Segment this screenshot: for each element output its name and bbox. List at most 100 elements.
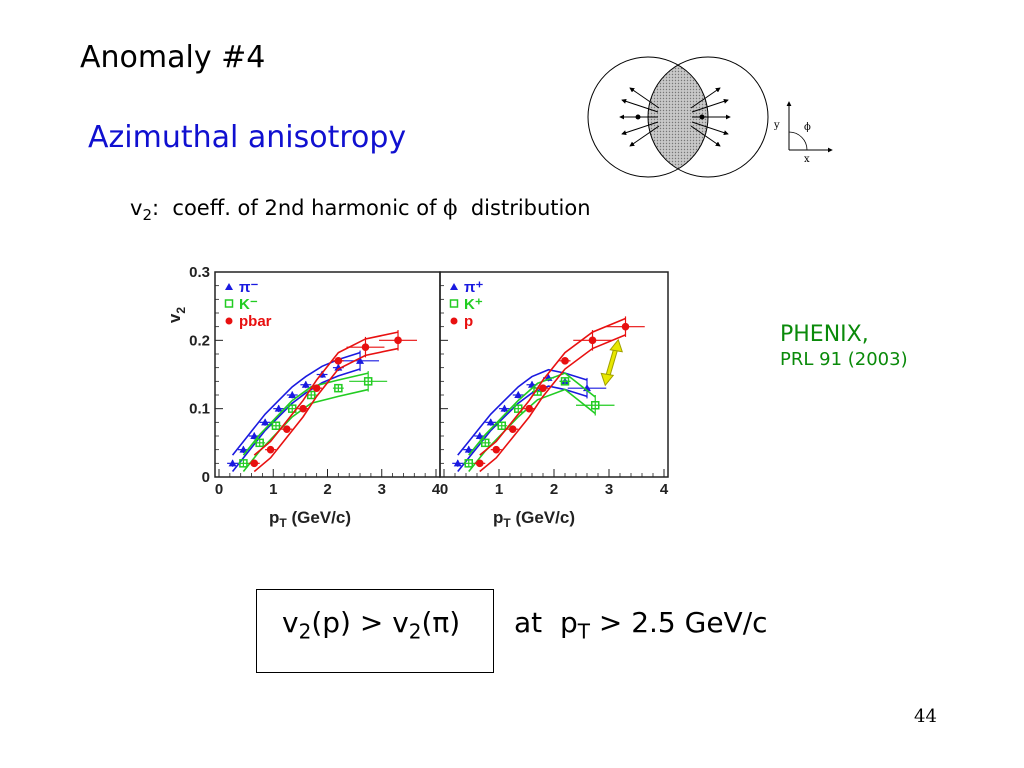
result-mid: (p) > v [311, 606, 409, 639]
x-tick-label: 0 [215, 481, 223, 498]
series-band-line [479, 317, 626, 456]
data-point [301, 380, 310, 388]
panel-left: 0 1 2 3 4 0 0.1 0.2 0.3 π⁻K⁻pbar [189, 264, 441, 498]
axis-y-label: y [773, 120, 780, 131]
series-band-line [457, 385, 588, 473]
legend-label: π⁻ [239, 279, 258, 296]
data-point [312, 384, 321, 392]
series-right-1 [463, 372, 615, 473]
data-point [228, 459, 237, 467]
data-point [255, 438, 264, 448]
data-point [250, 432, 259, 439]
panel-right: 0 1 2 3 4 π⁺K⁺p [439, 271, 669, 498]
data-point [481, 438, 490, 448]
legend-marker [450, 283, 458, 290]
legend-marker [449, 299, 459, 308]
difference-arrow [600, 338, 623, 387]
data-point [453, 459, 462, 467]
arrow-head-top [609, 338, 623, 353]
y-tick-label: 0.3 [189, 264, 210, 281]
data-point [361, 343, 370, 351]
x-tick-label: 3 [605, 481, 613, 498]
series-right-0 [452, 368, 607, 473]
y-tick-label: 0.2 [189, 332, 210, 349]
result-end: (π) [421, 606, 461, 639]
v2-def-rest: : coeff. of 2nd harmonic of [151, 196, 444, 220]
emission-arrows [619, 87, 731, 147]
data-point [299, 404, 307, 413]
legend-marker [224, 299, 234, 308]
x-tick-label: 1 [495, 481, 503, 498]
axis-x-label: x [804, 154, 810, 165]
data-point [492, 445, 501, 454]
x-tick-label: 2 [323, 481, 331, 498]
condition-post: > 2.5 GeV/c [589, 606, 768, 639]
data-point [394, 336, 402, 345]
y-tick-label: 0.1 [189, 401, 210, 418]
v2-def-tail: distribution [457, 196, 591, 220]
data-point [539, 384, 547, 392]
x-tick-label: 4 [660, 481, 669, 498]
data-point [250, 459, 259, 468]
data-point [271, 421, 281, 430]
data-point [475, 459, 484, 468]
v2-def-sub: 2 [142, 206, 152, 225]
phenix-citation: PRL 91 (2003) [780, 349, 908, 370]
data-point [591, 401, 600, 410]
legend-label: K⁻ [239, 296, 258, 313]
data-point [500, 404, 509, 412]
v2-def-v: v [130, 196, 143, 220]
x-tick-label: 1 [269, 481, 277, 498]
data-point [508, 425, 517, 433]
left-x-label-sub: T [279, 516, 287, 530]
right-x-label-unit: (GeV/c) [511, 508, 575, 527]
x-tick-label: 0 [440, 481, 448, 498]
collision-geometry-figure: y x ϕ [587, 56, 833, 178]
data-point [588, 336, 597, 345]
data-point [475, 432, 484, 439]
page-number: 44 [914, 706, 937, 727]
series-band-line [468, 388, 596, 473]
data-point [356, 356, 365, 364]
series-left-1 [237, 371, 388, 473]
data-point [497, 421, 506, 430]
data-point [239, 459, 248, 468]
right-x-label-main: p [493, 508, 503, 527]
left-x-label-unit: (GeV/c) [287, 508, 351, 527]
left-x-label-main: p [269, 508, 279, 527]
v2-def-phi: ϕ [443, 196, 458, 220]
data-point [560, 377, 570, 386]
series-left-2 [248, 330, 418, 473]
series-band-line [457, 368, 588, 456]
legend-marker [225, 317, 233, 325]
x-tick-label: 3 [378, 481, 386, 498]
x-tick-label: 4 [432, 481, 441, 498]
data-point [464, 459, 473, 468]
overlap-region [648, 57, 708, 177]
series-band-line [253, 347, 399, 473]
right-x-axis-label: pT (GeV/c) [493, 508, 575, 530]
data-point [274, 404, 283, 412]
y-axis-label: v2 [165, 307, 188, 323]
slide-subtitle: Azimuthal anisotropy [88, 120, 407, 155]
result-sub1: 2 [298, 619, 312, 644]
data-point [266, 445, 275, 454]
legend-label: p [464, 313, 473, 330]
legend-marker [225, 283, 233, 290]
y-label-sub: 2 [174, 307, 188, 314]
condition-pre: at p [514, 606, 578, 639]
data-point [464, 445, 473, 453]
legend-label: pbar [239, 313, 272, 330]
phenix-reference: PHENIX, PRL 91 (2003) [780, 322, 908, 370]
data-point [525, 404, 534, 413]
data-point [288, 391, 297, 398]
series-band-line [468, 372, 596, 456]
result-v1: v [282, 606, 299, 639]
data-point [261, 418, 270, 426]
result-box [256, 589, 494, 673]
series-band-line [242, 372, 369, 456]
svg-text:v2: v2 [165, 307, 188, 323]
y-tick-label: 0 [202, 469, 210, 486]
arrow-head-bottom [600, 372, 615, 387]
data-point [306, 390, 316, 400]
